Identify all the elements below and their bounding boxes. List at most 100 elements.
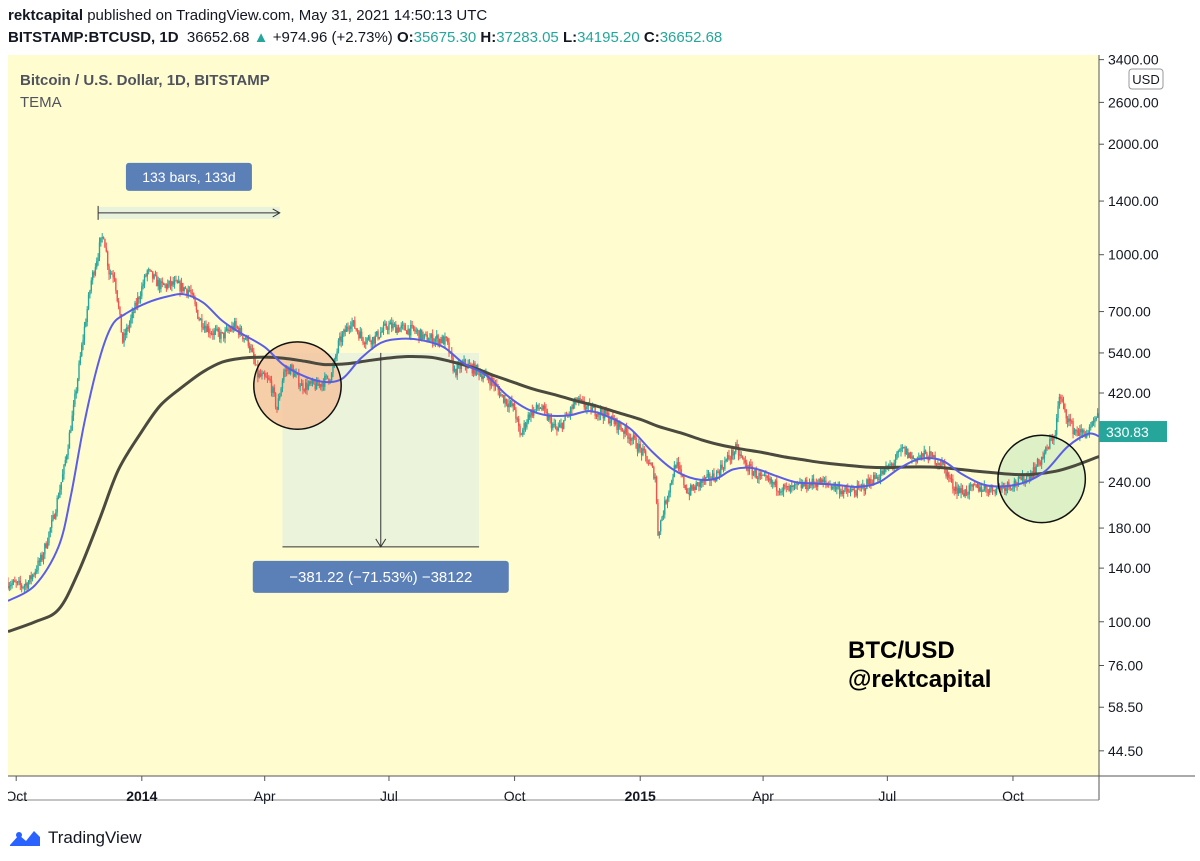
candle-body: [972, 484, 975, 487]
candle-body: [830, 484, 833, 489]
candle-body: [683, 475, 685, 486]
price-axis-label: 180.00: [1108, 520, 1151, 536]
candle-body: [848, 491, 850, 493]
candle-body: [339, 336, 341, 341]
candle-body: [38, 560, 41, 562]
candle-body: [890, 464, 893, 465]
candle-body: [198, 318, 200, 321]
candle-body: [786, 486, 789, 487]
candle-body: [522, 429, 524, 435]
candle-body: [459, 363, 461, 369]
candle-body: [208, 326, 210, 334]
candle-body: [418, 330, 420, 340]
candle-body: [1061, 398, 1063, 402]
candle-body: [976, 483, 979, 488]
candle-body: [318, 384, 321, 386]
candle-body: [631, 439, 633, 441]
candle-body: [93, 272, 95, 275]
candle-body: [986, 488, 988, 493]
candle-body: [389, 322, 392, 325]
last-price: 36652.68: [186, 29, 250, 46]
candle-body: [254, 359, 256, 365]
candle-body: [66, 455, 68, 461]
candle-body: [535, 404, 538, 410]
candle-body: [489, 380, 491, 386]
candle-body: [913, 458, 916, 460]
candle-body: [1031, 474, 1033, 478]
candle-body: [832, 487, 834, 489]
candle-body: [212, 333, 214, 335]
candle-body: [448, 342, 450, 354]
candle-body: [10, 585, 12, 587]
candle-body: [523, 423, 525, 430]
price-chart[interactable]: 133 bars, 133d −381.22 (−71.53%) −38122 3…: [5, 52, 1195, 814]
candle-body: [528, 414, 531, 418]
candle-body: [347, 326, 349, 329]
candle-body: [1064, 403, 1066, 410]
candle-body: [440, 339, 442, 343]
candle-body: [1069, 418, 1072, 422]
candle-body: [889, 464, 891, 466]
candle-body: [42, 554, 45, 560]
candle-body: [253, 351, 255, 360]
candle-body: [864, 488, 867, 491]
candle-body: [554, 423, 557, 429]
candle-body: [1091, 421, 1093, 427]
price-axis-label: 540.00: [1108, 345, 1151, 361]
candle-body: [50, 519, 53, 528]
candle-body: [295, 373, 297, 375]
time-axis-label: Oct: [1002, 788, 1024, 804]
candle-body: [595, 415, 598, 417]
candle-body: [841, 490, 843, 495]
candle-body: [769, 478, 771, 481]
candle-body: [291, 364, 293, 369]
candle-body: [909, 452, 912, 459]
candle-body: [113, 277, 116, 280]
measure-label: 133 bars, 133d: [142, 169, 235, 185]
candle-body: [464, 359, 467, 366]
candle-body: [620, 427, 622, 431]
candle-body: [206, 326, 209, 332]
candle-body: [97, 257, 99, 262]
candle-body: [1066, 418, 1069, 423]
currency-box[interactable]: [1128, 68, 1164, 90]
candle-body: [789, 485, 792, 492]
candle-body: [132, 311, 135, 313]
candle-body: [12, 580, 15, 584]
time-axis-label: Apr: [752, 788, 774, 804]
candle-body: [154, 274, 157, 276]
candle-body: [711, 473, 714, 480]
candle-body: [616, 418, 618, 430]
candle-body: [83, 326, 86, 340]
candle-body: [34, 571, 37, 575]
candle-body: [623, 430, 625, 434]
candle-body: [822, 479, 824, 483]
candle-body: [563, 420, 565, 429]
candle-body: [46, 543, 49, 548]
candle-body: [558, 424, 561, 428]
candle-body: [650, 463, 652, 465]
candle-body: [692, 486, 695, 490]
candle-body: [1020, 477, 1022, 481]
candle-body: [352, 320, 355, 323]
candle-body: [718, 471, 721, 476]
candle-body: [117, 300, 120, 307]
candle-body: [60, 482, 62, 490]
price-axis[interactable]: 3400.00 2600.00 2000.00 1400.00 1000.00 700.0…: [1099, 52, 1167, 759]
candle-body: [96, 261, 98, 268]
candle-body: [451, 351, 453, 358]
candle-body: [1094, 419, 1096, 423]
candle-body: [190, 290, 192, 294]
candle-body: [162, 283, 165, 285]
candle-body: [481, 373, 483, 379]
candle-body: [437, 335, 439, 345]
candle-body: [720, 464, 722, 476]
candle-body: [108, 266, 110, 275]
time-axis[interactable]: Oct 2014 Apr Jul Oct 2015 Apr Jul Oct: [5, 776, 1024, 804]
candle-body: [425, 333, 427, 335]
candle-body: [706, 474, 708, 478]
candle-body: [750, 464, 752, 466]
candle-body: [169, 280, 172, 287]
candle-body: [1008, 482, 1010, 486]
candle-body: [123, 333, 125, 343]
